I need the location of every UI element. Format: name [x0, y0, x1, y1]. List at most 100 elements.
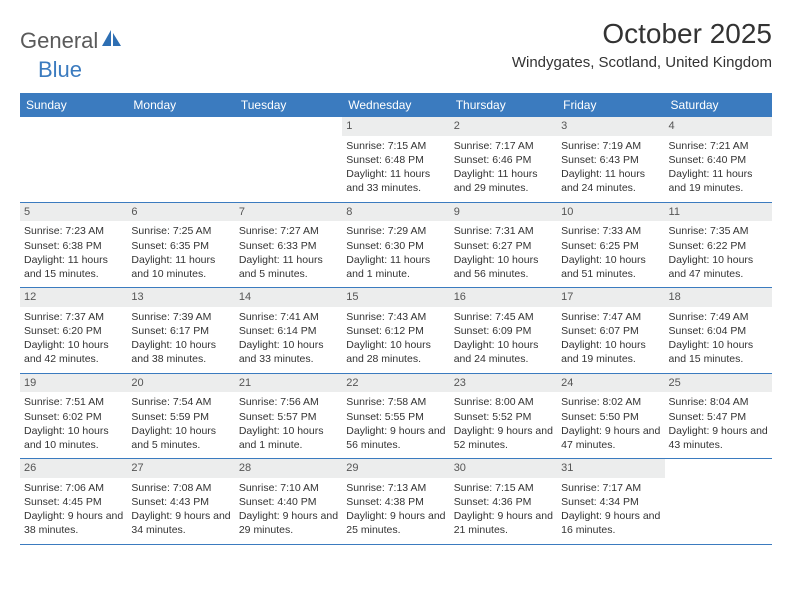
- sunset-text: Sunset: 4:40 PM: [239, 495, 338, 509]
- day-cell: 28 Sunrise: 7:10 AMSunset: 4:40 PMDayligh…: [235, 459, 342, 544]
- sunrise-text: Sunrise: 7:43 AM: [346, 310, 445, 324]
- daylight-text: Daylight: 10 hours and 38 minutes.: [131, 338, 230, 366]
- sunset-text: Sunset: 4:45 PM: [24, 495, 123, 509]
- day-number: 28: [235, 459, 342, 478]
- sunset-text: Sunset: 6:27 PM: [454, 239, 553, 253]
- sunrise-text: Sunrise: 7:49 AM: [669, 310, 768, 324]
- daylight-text: Daylight: 9 hours and 43 minutes.: [669, 424, 768, 452]
- sunrise-text: Sunrise: 7:29 AM: [346, 224, 445, 238]
- sunrise-text: Sunrise: 8:00 AM: [454, 395, 553, 409]
- day-cell: 7 Sunrise: 7:27 AMSunset: 6:33 PMDaylight…: [235, 203, 342, 288]
- logo-text-2: Blue: [20, 57, 82, 83]
- daylight-text: Daylight: 11 hours and 10 minutes.: [131, 253, 230, 281]
- daylight-text: Daylight: 11 hours and 29 minutes.: [454, 167, 553, 195]
- day-cell: 1Sunrise: 7:15 AMSunset: 6:48 PMDaylight…: [342, 117, 449, 202]
- sunset-text: Sunset: 6:43 PM: [561, 153, 660, 167]
- day-cell: 17Sunrise: 7:47 AMSunset: 6:07 PMDayligh…: [557, 288, 664, 373]
- daylight-text: Daylight: 10 hours and 24 minutes.: [454, 338, 553, 366]
- day-cell: 14Sunrise: 7:41 AMSunset: 6:14 PMDayligh…: [235, 288, 342, 373]
- logo: General: [20, 18, 124, 54]
- day-cell: 4Sunrise: 7:21 AMSunset: 6:40 PMDaylight…: [665, 117, 772, 202]
- sunrise-text: Sunrise: 7:23 AM: [24, 224, 123, 238]
- day-header-sun: Sunday: [20, 93, 127, 117]
- day-cell: [235, 117, 342, 202]
- day-number: 5: [20, 203, 127, 222]
- day-cell: 31 Sunrise: 7:17 AMSunset: 4:34 PMDayligh…: [557, 459, 664, 544]
- sunrise-text: Sunrise: 7:31 AM: [454, 224, 553, 238]
- daylight-text: Daylight: 11 hours and 1 minute.: [346, 253, 445, 281]
- sunset-text: Sunset: 6:38 PM: [24, 239, 123, 253]
- day-number: 12: [20, 288, 127, 307]
- day-number: 24: [557, 374, 664, 393]
- sunrise-text: Sunrise: 7:17 AM: [561, 481, 660, 495]
- sunset-text: Sunset: 6:40 PM: [669, 153, 768, 167]
- calendar: Sunday Monday Tuesday Wednesday Thursday…: [20, 93, 772, 545]
- day-number: 10: [557, 203, 664, 222]
- day-number: 31: [557, 459, 664, 478]
- day-number: 2: [450, 117, 557, 136]
- day-number: 7: [235, 203, 342, 222]
- daylight-text: Daylight: 11 hours and 33 minutes.: [346, 167, 445, 195]
- sunrise-text: Sunrise: 7:56 AM: [239, 395, 338, 409]
- sunrise-text: Sunrise: 7:17 AM: [454, 139, 553, 153]
- sunrise-text: Sunrise: 8:04 AM: [669, 395, 768, 409]
- daylight-text: Daylight: 11 hours and 24 minutes.: [561, 167, 660, 195]
- daylight-text: Daylight: 9 hours and 38 minutes.: [24, 509, 123, 537]
- sunrise-text: Sunrise: 7:15 AM: [346, 139, 445, 153]
- day-number: 14: [235, 288, 342, 307]
- week-row: 1Sunrise: 7:15 AMSunset: 6:48 PMDaylight…: [20, 117, 772, 203]
- sunset-text: Sunset: 6:04 PM: [669, 324, 768, 338]
- sunrise-text: Sunrise: 7:08 AM: [131, 481, 230, 495]
- sunrise-text: Sunrise: 7:45 AM: [454, 310, 553, 324]
- week-row: 12Sunrise: 7:37 AMSunset: 6:20 PMDayligh…: [20, 288, 772, 374]
- daylight-text: Daylight: 9 hours and 29 minutes.: [239, 509, 338, 537]
- sunset-text: Sunset: 6:02 PM: [24, 410, 123, 424]
- day-cell: 24Sunrise: 8:02 AMSunset: 5:50 PMDayligh…: [557, 374, 664, 459]
- sunrise-text: Sunrise: 7:06 AM: [24, 481, 123, 495]
- sunset-text: Sunset: 4:43 PM: [131, 495, 230, 509]
- daylight-text: Daylight: 11 hours and 19 minutes.: [669, 167, 768, 195]
- day-number: 13: [127, 288, 234, 307]
- daylight-text: Daylight: 10 hours and 56 minutes.: [454, 253, 553, 281]
- day-cell: 22Sunrise: 7:58 AMSunset: 5:55 PMDayligh…: [342, 374, 449, 459]
- day-number: 8: [342, 203, 449, 222]
- sunset-text: Sunset: 6:30 PM: [346, 239, 445, 253]
- day-number: 20: [127, 374, 234, 393]
- day-cell: 12Sunrise: 7:37 AMSunset: 6:20 PMDayligh…: [20, 288, 127, 373]
- day-header-sat: Saturday: [665, 93, 772, 117]
- sunset-text: Sunset: 5:55 PM: [346, 410, 445, 424]
- sunrise-text: Sunrise: 7:25 AM: [131, 224, 230, 238]
- month-title: October 2025: [512, 18, 772, 50]
- sunset-text: Sunset: 6:33 PM: [239, 239, 338, 253]
- sunrise-text: Sunrise: 7:15 AM: [454, 481, 553, 495]
- sunset-text: Sunset: 6:20 PM: [24, 324, 123, 338]
- day-header-mon: Monday: [127, 93, 234, 117]
- sunrise-text: Sunrise: 7:19 AM: [561, 139, 660, 153]
- daylight-text: Daylight: 9 hours and 47 minutes.: [561, 424, 660, 452]
- day-cell: 6Sunrise: 7:25 AMSunset: 6:35 PMDaylight…: [127, 203, 234, 288]
- day-cell: 5 Sunrise: 7:23 AMSunset: 6:38 PMDaylight…: [20, 203, 127, 288]
- daylight-text: Daylight: 9 hours and 56 minutes.: [346, 424, 445, 452]
- daylight-text: Daylight: 10 hours and 5 minutes.: [131, 424, 230, 452]
- sunrise-text: Sunrise: 7:21 AM: [669, 139, 768, 153]
- daylight-text: Daylight: 9 hours and 34 minutes.: [131, 509, 230, 537]
- daylight-text: Daylight: 10 hours and 42 minutes.: [24, 338, 123, 366]
- day-cell: 19Sunrise: 7:51 AMSunset: 6:02 PMDayligh…: [20, 374, 127, 459]
- sunrise-text: Sunrise: 7:27 AM: [239, 224, 338, 238]
- daylight-text: Daylight: 11 hours and 5 minutes.: [239, 253, 338, 281]
- sunrise-text: Sunrise: 7:10 AM: [239, 481, 338, 495]
- week-row: 19Sunrise: 7:51 AMSunset: 6:02 PMDayligh…: [20, 374, 772, 460]
- day-number: 18: [665, 288, 772, 307]
- day-cell: 10Sunrise: 7:33 AMSunset: 6:25 PMDayligh…: [557, 203, 664, 288]
- daylight-text: Daylight: 11 hours and 15 minutes.: [24, 253, 123, 281]
- sunset-text: Sunset: 5:57 PM: [239, 410, 338, 424]
- sunset-text: Sunset: 5:52 PM: [454, 410, 553, 424]
- day-number: 21: [235, 374, 342, 393]
- day-header-thu: Thursday: [450, 93, 557, 117]
- daylight-text: Daylight: 10 hours and 33 minutes.: [239, 338, 338, 366]
- week-row: 26Sunrise: 7:06 AMSunset: 4:45 PMDayligh…: [20, 459, 772, 545]
- sunrise-text: Sunrise: 8:02 AM: [561, 395, 660, 409]
- daylight-text: Daylight: 9 hours and 16 minutes.: [561, 509, 660, 537]
- day-cell: 13Sunrise: 7:39 AMSunset: 6:17 PMDayligh…: [127, 288, 234, 373]
- sunset-text: Sunset: 4:34 PM: [561, 495, 660, 509]
